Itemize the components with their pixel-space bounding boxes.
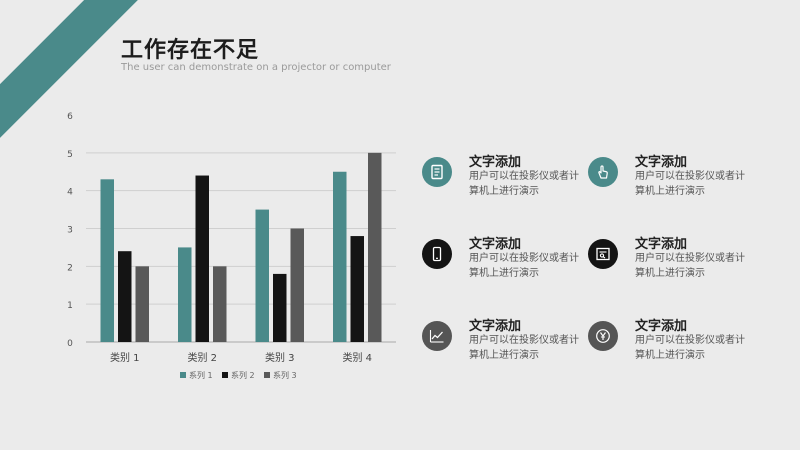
legend-label: 系列 2 bbox=[231, 370, 255, 380]
bar bbox=[178, 247, 192, 342]
y-tick-label: 3 bbox=[67, 226, 73, 236]
legend-swatch bbox=[180, 372, 186, 378]
phone-icon bbox=[422, 239, 452, 269]
feature-title: 文字添加 bbox=[469, 319, 522, 334]
bar bbox=[333, 171, 347, 342]
feature-title: 文字添加 bbox=[635, 319, 688, 334]
page-title: 工作存在不足 bbox=[121, 38, 260, 63]
feature-item-4: 文字添加 用户可以在投影仪或者计算机上进行演示 bbox=[588, 237, 758, 297]
feature-title: 文字添加 bbox=[469, 155, 522, 170]
yen-coin-icon bbox=[588, 321, 618, 351]
bar bbox=[135, 266, 149, 342]
x-tick-label: 类别 3 bbox=[265, 351, 295, 364]
feature-item-3: 文字添加 用户可以在投影仪或者计算机上进行演示 bbox=[422, 237, 592, 297]
feature-description: 用户可以在投影仪或者计算机上进行演示 bbox=[635, 335, 745, 361]
y-tick-label: 6 bbox=[67, 112, 73, 122]
bar bbox=[273, 273, 287, 342]
bar bbox=[350, 236, 364, 342]
y-tick-label: 4 bbox=[67, 188, 73, 198]
y-tick-label: 1 bbox=[67, 301, 73, 311]
hand-pointer-icon bbox=[588, 157, 618, 187]
page-subtitle: The user can demonstrate on a projector … bbox=[121, 62, 391, 73]
feature-item-2: 文字添加 用户可以在投影仪或者计算机上进行演示 bbox=[588, 155, 758, 215]
bar bbox=[118, 251, 132, 342]
x-tick-label: 类别 4 bbox=[342, 351, 372, 364]
report-icon bbox=[588, 239, 618, 269]
feature-description: 用户可以在投影仪或者计算机上进行演示 bbox=[635, 171, 745, 197]
feature-item-1: 文字添加 用户可以在投影仪或者计算机上进行演示 bbox=[422, 155, 592, 215]
y-tick-label: 0 bbox=[67, 339, 73, 349]
feature-description: 用户可以在投影仪或者计算机上进行演示 bbox=[469, 253, 579, 279]
y-tick-label: 2 bbox=[67, 263, 73, 273]
feature-description: 用户可以在投影仪或者计算机上进行演示 bbox=[469, 171, 579, 197]
line-chart-icon bbox=[422, 321, 452, 351]
legend-swatch bbox=[222, 372, 228, 378]
feature-title: 文字添加 bbox=[635, 237, 688, 252]
bar bbox=[213, 266, 227, 342]
legend-label: 系列 3 bbox=[273, 370, 297, 380]
feature-description: 用户可以在投影仪或者计算机上进行演示 bbox=[635, 253, 745, 279]
bar bbox=[368, 152, 382, 342]
document-icon bbox=[422, 157, 452, 187]
feature-description: 用户可以在投影仪或者计算机上进行演示 bbox=[469, 335, 579, 361]
feature-item-6: 文字添加 用户可以在投影仪或者计算机上进行演示 bbox=[588, 319, 758, 379]
bar bbox=[255, 209, 269, 342]
y-tick-label: 5 bbox=[67, 150, 73, 160]
x-tick-label: 类别 1 bbox=[110, 351, 140, 364]
feature-title: 文字添加 bbox=[635, 155, 688, 170]
legend-swatch bbox=[264, 372, 270, 378]
bar bbox=[290, 228, 304, 342]
bar bbox=[100, 179, 114, 342]
feature-item-5: 文字添加 用户可以在投影仪或者计算机上进行演示 bbox=[422, 319, 592, 379]
x-tick-label: 类别 2 bbox=[187, 351, 217, 364]
legend-label: 系列 1 bbox=[189, 370, 213, 380]
feature-title: 文字添加 bbox=[469, 237, 522, 252]
bar bbox=[195, 175, 209, 342]
